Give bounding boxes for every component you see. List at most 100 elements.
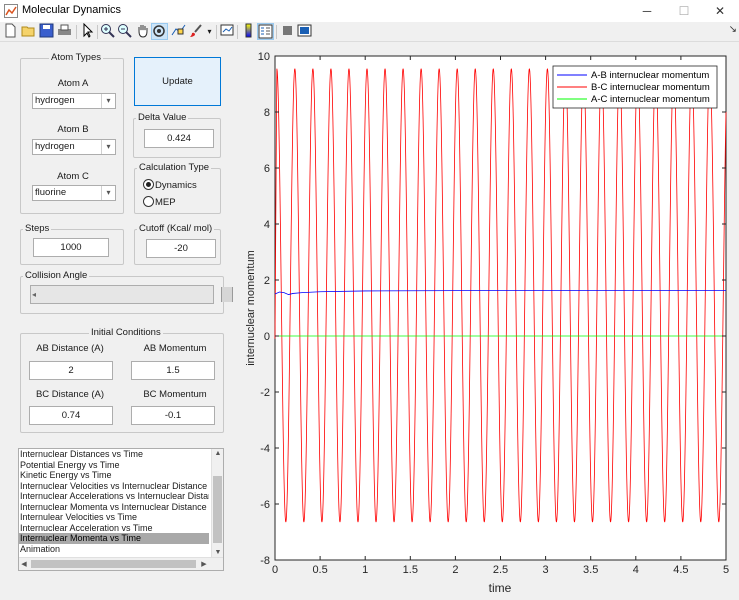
brush-dropdown-arrow-icon[interactable]: ▾ xyxy=(207,27,212,36)
hide-plot-tools-icon[interactable] xyxy=(279,23,296,40)
list-item[interactable]: Potential Energy vs Time xyxy=(20,459,120,470)
atom-c-select[interactable]: fluorine ▾ xyxy=(32,185,116,201)
series-layer xyxy=(274,68,727,523)
cutoff-panel: Cutoff (Kcal/ mol) -20 xyxy=(134,223,221,265)
zoom-out-icon[interactable] xyxy=(116,23,133,40)
brush-icon[interactable] xyxy=(188,23,205,40)
plot-type-listbox[interactable]: Internuclear Distances vs Time Potential… xyxy=(18,448,224,571)
scroll-right-icon[interactable]: ▶ xyxy=(201,561,207,568)
figure-toolbar: ▾ xyxy=(0,22,739,42)
y-tick-label: 0 xyxy=(264,331,270,343)
initial-conditions-panel: Initial Conditions AB Distance (A) AB Mo… xyxy=(20,327,224,433)
scrollbar-thumb[interactable] xyxy=(213,476,222,543)
toolbar-separator xyxy=(97,25,98,39)
list-item[interactable]: Internulear Velocities vs Time xyxy=(20,512,138,522)
legend-icon[interactable] xyxy=(257,23,274,40)
cutoff-input[interactable]: -20 xyxy=(146,239,216,258)
y-tick-label: -8 xyxy=(260,555,270,567)
x-tick-label: 2.5 xyxy=(493,564,508,576)
series-ab-line xyxy=(274,290,726,295)
delta-value-panel: Delta Value 0.424 xyxy=(133,112,221,158)
toolbar-separator xyxy=(76,25,77,39)
x-tick-label: 4 xyxy=(633,564,639,576)
collision-angle-slider[interactable]: ◂ xyxy=(30,285,233,304)
scroll-left-icon[interactable]: ◀ xyxy=(21,561,27,568)
print-icon[interactable] xyxy=(56,23,73,40)
listbox-horizontal-scrollbar[interactable]: ◀ ▶ xyxy=(19,557,223,570)
legend-label-bc: B-C internuclear momentum xyxy=(591,82,710,93)
y-tick-label: 2 xyxy=(264,275,270,287)
x-axis-label: time xyxy=(489,581,512,595)
ab-distance-input[interactable]: 2 xyxy=(29,361,113,380)
calculation-type-panel: Calculation Type Dynamics MEP xyxy=(134,162,221,214)
y-tick-label: -6 xyxy=(260,499,270,511)
x-tick-label: 0.5 xyxy=(312,564,327,576)
list-item[interactable]: Internuclear Acceleration vs Time xyxy=(20,522,153,533)
ab-momentum-input[interactable]: 1.5 xyxy=(131,361,215,380)
data-cursor-icon[interactable] xyxy=(170,23,187,40)
steps-input[interactable]: 1000 xyxy=(33,238,109,257)
link-plot-icon[interactable] xyxy=(219,23,236,40)
momentum-chart[interactable]: 0 0.5 1 1.5 2 2.5 3 3.5 4 4.5 5 -8 -6 -4 -2 0 2 4 6 8 10 tim… xyxy=(229,42,739,600)
steps-panel: Steps 1000 xyxy=(20,223,124,265)
dock-arrow-icon[interactable]: ↘ xyxy=(728,24,737,35)
x-tick-label: 5 xyxy=(723,564,729,576)
dynamics-label: Dynamics xyxy=(155,180,197,191)
matlab-app-icon xyxy=(4,4,18,18)
slider-thumb[interactable] xyxy=(221,287,233,302)
legend-label-ac: A-C internuclear momentum xyxy=(591,94,710,105)
atom-a-label: Atom A xyxy=(57,78,89,89)
steps-title: Steps xyxy=(23,223,52,235)
scroll-up-icon[interactable]: ▲ xyxy=(214,450,222,457)
toolbar-separator xyxy=(237,25,238,39)
atom-a-select[interactable]: hydrogen ▾ xyxy=(32,93,116,109)
pointer-icon[interactable] xyxy=(79,22,96,40)
title-bar: Molecular Dynamics ─ ☐ ✕ xyxy=(0,0,739,22)
ab-momentum-label: AB Momentum xyxy=(143,343,207,354)
y-axis-label: internuclear momentum xyxy=(245,250,257,366)
colorbar-icon[interactable] xyxy=(240,23,257,40)
delta-value-input[interactable]: 0.424 xyxy=(144,129,214,148)
bc-momentum-label: BC Momentum xyxy=(143,389,207,400)
chevron-down-icon: ▾ xyxy=(101,94,115,108)
list-item[interactable]: Internuclear Distances vs Time xyxy=(20,449,144,459)
initial-conditions-title: Initial Conditions xyxy=(89,327,163,339)
scroll-down-icon[interactable]: ▼ xyxy=(214,549,222,556)
maximize-button[interactable]: ☐ xyxy=(678,4,690,18)
bc-distance-input[interactable]: 0.74 xyxy=(29,406,113,425)
atom-b-select[interactable]: hydrogen ▾ xyxy=(32,139,116,155)
list-item[interactable]: Internuclear Velocities vs Internuclear … xyxy=(20,480,208,491)
toolbar-separator xyxy=(276,25,277,39)
chevron-down-icon: ▾ xyxy=(101,140,115,154)
close-button[interactable]: ✕ xyxy=(714,4,726,18)
save-icon[interactable] xyxy=(38,23,55,40)
scrollbar-thumb[interactable] xyxy=(31,560,196,568)
zoom-in-icon[interactable] xyxy=(99,23,116,40)
y-tick-label: 10 xyxy=(258,51,270,63)
list-item-selected[interactable]: Internuclear Momenta vs Time xyxy=(19,533,209,544)
bc-momentum-input[interactable]: -0.1 xyxy=(131,406,215,425)
slider-left-arrow-icon[interactable]: ◂ xyxy=(32,290,37,299)
pan-icon[interactable] xyxy=(134,23,151,40)
mep-radio[interactable]: MEP xyxy=(143,196,176,208)
chart-legend[interactable]: A-B internuclear momentum B-C internucle… xyxy=(552,65,718,109)
show-plot-tools-icon[interactable] xyxy=(296,23,313,40)
listbox-vertical-scrollbar[interactable]: ▲ ▼ xyxy=(211,449,223,558)
open-file-icon[interactable] xyxy=(20,23,37,40)
list-item[interactable]: Animation xyxy=(20,543,61,554)
atom-b-value: hydrogen xyxy=(35,141,75,152)
mep-label: MEP xyxy=(155,197,176,208)
list-item[interactable]: Internuclear Momenta vs Internuclear Dis… xyxy=(20,501,207,512)
list-item[interactable]: Kinetic Energy vs Time xyxy=(20,470,112,480)
new-file-icon[interactable] xyxy=(2,23,19,40)
y-tick-label: 4 xyxy=(264,219,270,231)
rotate-icon[interactable] xyxy=(151,23,168,40)
x-tick-label: 4.5 xyxy=(673,564,688,576)
dynamics-radio[interactable]: Dynamics xyxy=(143,179,197,191)
y-tick-label: -4 xyxy=(260,443,270,455)
list-item[interactable]: Internuclear Accelerations vs Internucle… xyxy=(20,491,209,501)
y-tick-label: -2 xyxy=(260,387,270,399)
x-tick-label: 1 xyxy=(362,564,368,576)
minimize-button[interactable]: ─ xyxy=(642,4,652,18)
update-button[interactable]: Update xyxy=(134,57,221,106)
